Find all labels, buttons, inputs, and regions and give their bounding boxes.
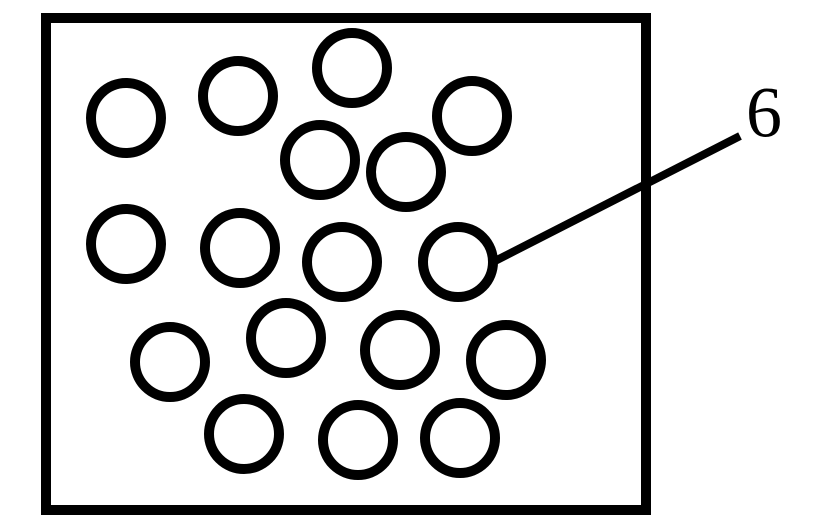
circle-group [91, 33, 541, 475]
circle-element [423, 227, 493, 297]
circle-element [471, 325, 541, 395]
callout-line [493, 136, 740, 262]
circle-element [437, 81, 507, 151]
circle-element [203, 61, 273, 131]
circle-element [209, 399, 279, 469]
circle-element [135, 327, 205, 397]
circle-element [365, 315, 435, 385]
circle-element [425, 403, 495, 473]
circle-element [323, 405, 393, 475]
circle-element [285, 125, 355, 195]
callout-label: 6 [746, 73, 782, 153]
circle-element [91, 209, 161, 279]
circle-element [317, 33, 387, 103]
circle-element [91, 83, 161, 153]
circle-element [251, 303, 321, 373]
circle-element [371, 137, 441, 207]
circle-element [307, 227, 377, 297]
circle-element [205, 213, 275, 283]
